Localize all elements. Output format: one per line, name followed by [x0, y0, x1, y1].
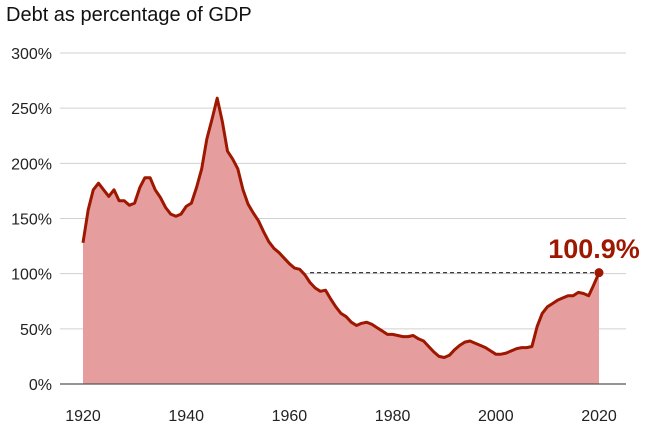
debt-line: [81, 96, 601, 359]
latest-value-point: [594, 268, 604, 278]
x-tick-label: 2020: [581, 408, 617, 425]
debt-area: [83, 98, 599, 384]
y-axis-ticks: 0% 50% 100% 150% 200% 250% 300%: [11, 46, 52, 394]
y-tick-label: 0%: [29, 377, 52, 394]
chart-title: Debt as percentage of GDP: [6, 4, 252, 26]
y-tick-label: 150%: [11, 212, 52, 229]
y-tick-label: 200%: [11, 156, 52, 173]
x-tick-label: 1920: [65, 408, 101, 425]
x-tick-label: 1980: [375, 408, 411, 425]
x-axis-ticks: 1920 1940 1960 1980 2000 2020: [65, 408, 617, 425]
y-tick-label: 50%: [20, 322, 52, 339]
y-tick-label: 300%: [11, 46, 52, 63]
latest-value-label: 100.9%: [548, 234, 640, 264]
x-tick-label: 2000: [478, 408, 514, 425]
y-tick-label: 250%: [11, 101, 52, 118]
x-tick-label: 1940: [168, 408, 204, 425]
y-tick-label: 100%: [11, 267, 52, 284]
x-tick-label: 1960: [272, 408, 308, 425]
